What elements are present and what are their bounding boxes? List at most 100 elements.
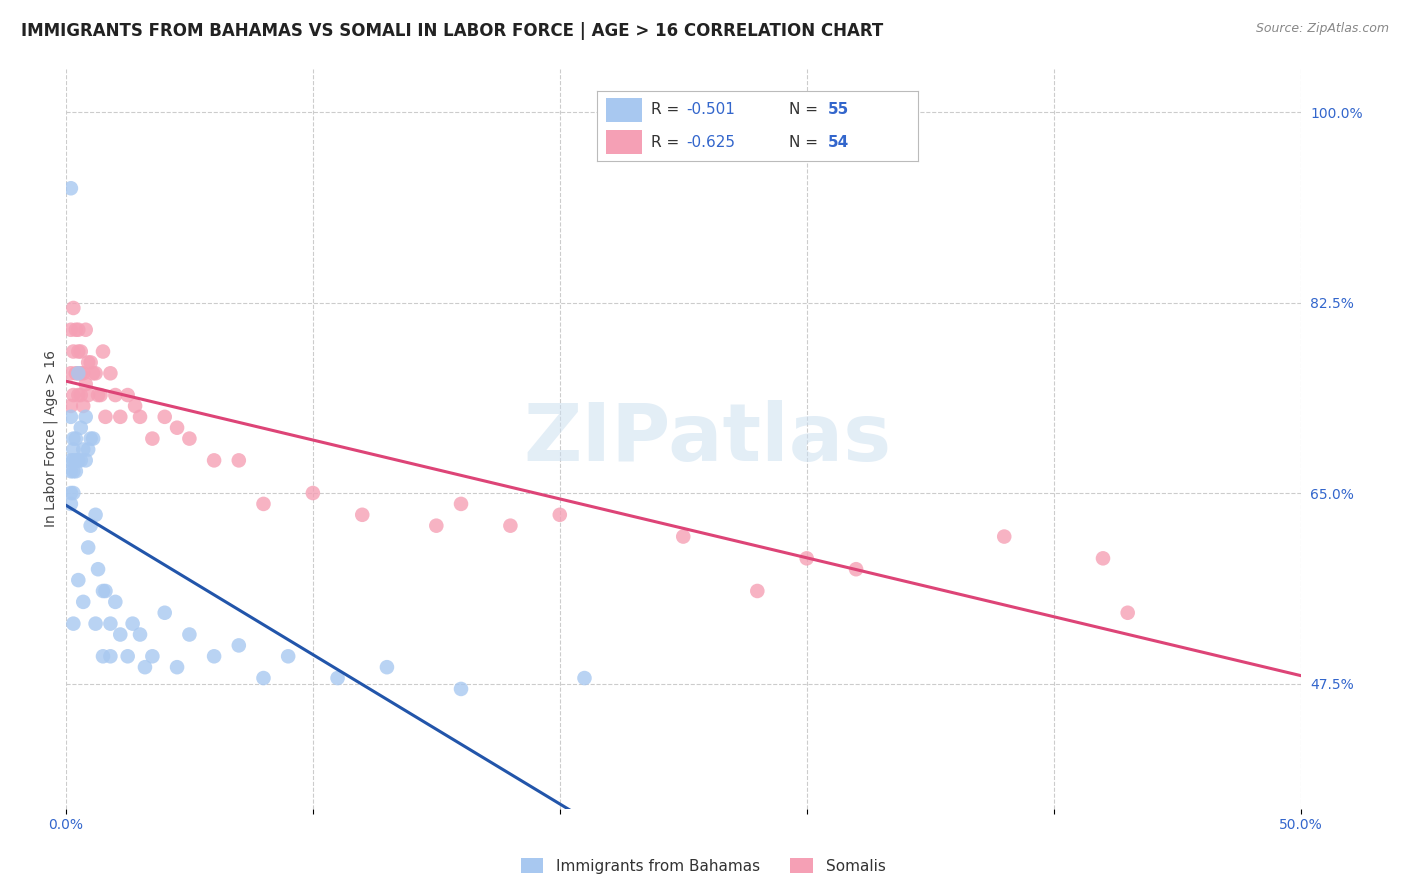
Point — [179, 432, 201, 446]
Point — [67, 344, 90, 359]
Point — [65, 432, 87, 446]
Point — [75, 323, 97, 337]
Point — [302, 486, 325, 500]
Point — [84, 508, 107, 522]
Point — [59, 399, 82, 413]
Point — [129, 627, 152, 641]
Point — [59, 453, 82, 467]
Point — [69, 388, 91, 402]
Point — [62, 344, 84, 359]
Point — [252, 497, 274, 511]
Point — [72, 442, 94, 457]
Point — [65, 453, 87, 467]
Point — [450, 497, 472, 511]
Point — [94, 409, 117, 424]
Point — [91, 344, 114, 359]
Point — [228, 453, 250, 467]
Point — [129, 409, 152, 424]
Point — [77, 388, 100, 402]
Point — [110, 409, 132, 424]
Point — [796, 551, 818, 566]
Point — [69, 421, 91, 435]
Point — [117, 388, 139, 402]
Point — [62, 442, 84, 457]
Point — [79, 355, 101, 369]
Point — [326, 671, 349, 685]
Point — [747, 584, 769, 599]
Point — [62, 388, 84, 402]
Point — [100, 366, 122, 380]
Point — [59, 181, 82, 195]
Point — [75, 377, 97, 392]
Point — [117, 649, 139, 664]
Point — [67, 366, 90, 380]
Point — [87, 562, 110, 576]
Point — [574, 671, 596, 685]
Point — [104, 595, 127, 609]
Point — [72, 366, 94, 380]
Point — [202, 649, 225, 664]
Point — [62, 301, 84, 315]
Point — [67, 573, 90, 587]
Point — [845, 562, 868, 576]
Point — [124, 399, 146, 413]
Point — [134, 660, 156, 674]
Point — [67, 366, 90, 380]
Point — [425, 518, 447, 533]
Point — [59, 497, 82, 511]
Point — [59, 366, 82, 380]
Point — [84, 616, 107, 631]
Point — [993, 530, 1015, 544]
Point — [91, 649, 114, 664]
Point — [65, 464, 87, 478]
Point — [65, 323, 87, 337]
Point — [277, 649, 299, 664]
Point — [91, 584, 114, 599]
Point — [59, 486, 82, 500]
Point — [94, 584, 117, 599]
Point — [65, 366, 87, 380]
Point — [72, 595, 94, 609]
Point — [110, 627, 132, 641]
Point — [79, 518, 101, 533]
Point — [450, 681, 472, 696]
Point — [59, 409, 82, 424]
Point — [69, 366, 91, 380]
Point — [252, 671, 274, 685]
Point — [82, 366, 104, 380]
Point — [69, 453, 91, 467]
Point — [75, 453, 97, 467]
Point — [100, 616, 122, 631]
Point — [67, 453, 90, 467]
Point — [375, 660, 398, 674]
Point — [72, 399, 94, 413]
Point — [84, 366, 107, 380]
Point — [59, 323, 82, 337]
Point — [77, 355, 100, 369]
Point — [59, 464, 82, 478]
Point — [672, 530, 695, 544]
Point — [62, 464, 84, 478]
Point — [153, 409, 176, 424]
Text: IMMIGRANTS FROM BAHAMAS VS SOMALI IN LABOR FORCE | AGE > 16 CORRELATION CHART: IMMIGRANTS FROM BAHAMAS VS SOMALI IN LAB… — [21, 22, 883, 40]
Point — [79, 432, 101, 446]
Text: ZIPatlas: ZIPatlas — [524, 400, 891, 477]
Point — [141, 432, 163, 446]
Point — [1116, 606, 1139, 620]
Point — [62, 486, 84, 500]
Point — [166, 421, 188, 435]
Point — [82, 432, 104, 446]
Point — [100, 649, 122, 664]
Point — [548, 508, 571, 522]
Text: Source: ZipAtlas.com: Source: ZipAtlas.com — [1256, 22, 1389, 36]
Point — [141, 649, 163, 664]
Point — [153, 606, 176, 620]
Point — [499, 518, 522, 533]
Point — [77, 541, 100, 555]
Point — [202, 453, 225, 467]
Point — [62, 453, 84, 467]
Point — [121, 616, 143, 631]
Point — [179, 627, 201, 641]
Point — [228, 639, 250, 653]
Y-axis label: In Labor Force | Age > 16: In Labor Force | Age > 16 — [44, 350, 58, 527]
